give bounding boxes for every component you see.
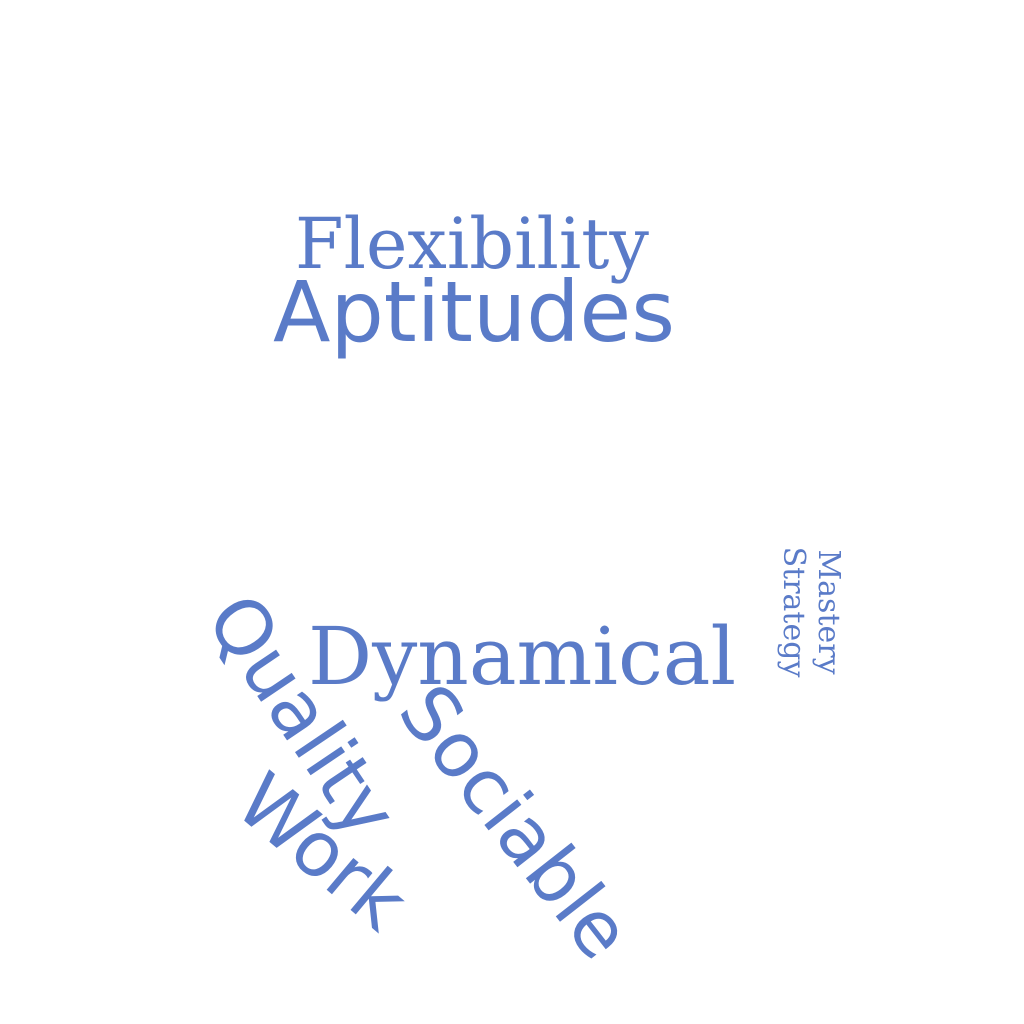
- word-dynamical: Dynamical: [307, 610, 737, 703]
- word-aptitudes: Aptitudes: [273, 263, 675, 361]
- word-strategy: Strategy: [776, 546, 811, 678]
- word-sociable: Sociable: [381, 668, 650, 976]
- word-flexibility: Flexibility: [295, 203, 649, 285]
- word-mastery: Mastery: [811, 549, 846, 675]
